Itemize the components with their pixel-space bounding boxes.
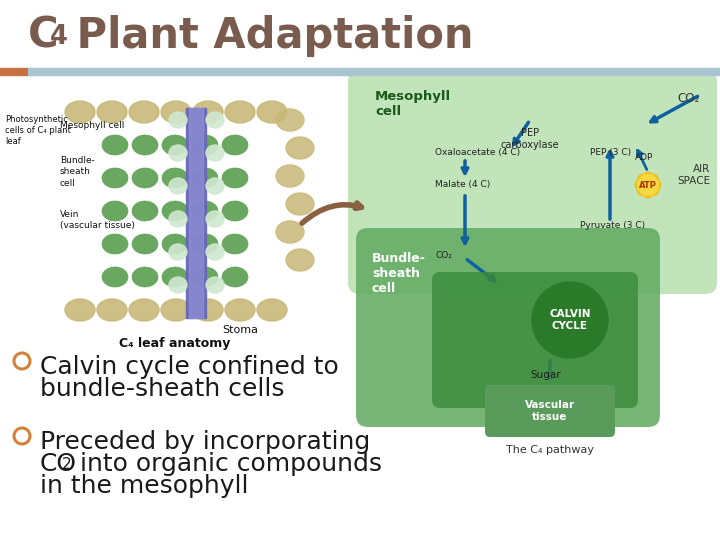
Text: Bundle-
sheath
cell: Bundle- sheath cell [372, 252, 426, 295]
Text: AIR
SPACE: AIR SPACE [677, 164, 710, 186]
Text: Vascular
tissue: Vascular tissue [525, 400, 575, 422]
Ellipse shape [161, 101, 191, 123]
Ellipse shape [225, 299, 255, 321]
Ellipse shape [193, 101, 223, 123]
Ellipse shape [286, 137, 314, 159]
Text: C: C [28, 15, 58, 57]
Text: The C₄ pathway: The C₄ pathway [506, 445, 594, 455]
Ellipse shape [169, 178, 187, 194]
Ellipse shape [132, 267, 158, 287]
Ellipse shape [132, 234, 158, 254]
Ellipse shape [65, 299, 95, 321]
Ellipse shape [222, 267, 248, 287]
Ellipse shape [286, 193, 314, 215]
Ellipse shape [65, 101, 95, 123]
Ellipse shape [97, 299, 127, 321]
Bar [28, 68, 720, 75]
Ellipse shape [192, 267, 218, 287]
Ellipse shape [222, 168, 248, 188]
Text: CO: CO [40, 452, 77, 476]
Text: Malate (4 C): Malate (4 C) [435, 180, 490, 190]
Ellipse shape [102, 201, 128, 221]
Ellipse shape [162, 168, 188, 188]
Ellipse shape [132, 201, 158, 221]
Ellipse shape [169, 211, 187, 227]
Bar [189, 108, 203, 318]
Bar [5, 78, 335, 345]
Ellipse shape [129, 101, 159, 123]
Text: 2: 2 [62, 457, 72, 472]
Ellipse shape [162, 234, 188, 254]
Ellipse shape [169, 277, 187, 293]
FancyBboxPatch shape [356, 228, 660, 427]
Ellipse shape [161, 299, 191, 321]
Ellipse shape [286, 249, 314, 271]
Ellipse shape [192, 168, 218, 188]
Text: Oxaloacetate (4 C): Oxaloacetate (4 C) [435, 147, 520, 157]
Ellipse shape [257, 299, 287, 321]
FancyBboxPatch shape [432, 272, 638, 408]
Text: Preceded by incorporating: Preceded by incorporating [40, 430, 370, 454]
Text: in the mesophyll: in the mesophyll [40, 474, 248, 498]
Text: ADP: ADP [635, 153, 653, 163]
FancyBboxPatch shape [485, 385, 615, 437]
Ellipse shape [102, 234, 128, 254]
Text: Stoma: Stoma [222, 325, 258, 335]
Text: Vein
(vascular tissue): Vein (vascular tissue) [60, 210, 135, 230]
Text: Calvin cycle confined to: Calvin cycle confined to [40, 355, 338, 379]
Ellipse shape [192, 135, 218, 155]
Ellipse shape [102, 168, 128, 188]
Ellipse shape [169, 112, 187, 128]
Text: Pyruvate (3 C): Pyruvate (3 C) [580, 220, 645, 230]
FancyBboxPatch shape [348, 70, 717, 294]
Text: CO₂: CO₂ [678, 92, 700, 105]
Ellipse shape [162, 267, 188, 287]
Text: Plant Adaptation: Plant Adaptation [62, 15, 474, 57]
Bar [186, 108, 206, 318]
Ellipse shape [206, 211, 224, 227]
Ellipse shape [276, 221, 304, 243]
Ellipse shape [102, 135, 128, 155]
Text: Mesophyll cell: Mesophyll cell [60, 122, 125, 131]
Ellipse shape [192, 234, 218, 254]
Text: PEP (3 C): PEP (3 C) [590, 147, 631, 157]
Ellipse shape [206, 244, 224, 260]
Text: Sugar: Sugar [530, 370, 561, 380]
Circle shape [532, 282, 608, 358]
Ellipse shape [97, 101, 127, 123]
Ellipse shape [129, 299, 159, 321]
Text: CO₂: CO₂ [435, 251, 452, 260]
Text: CALVIN
CYCLE: CALVIN CYCLE [549, 309, 590, 331]
Text: Mesophyll
cell: Mesophyll cell [375, 90, 451, 118]
Ellipse shape [102, 267, 128, 287]
Ellipse shape [257, 101, 287, 123]
Ellipse shape [169, 244, 187, 260]
Ellipse shape [222, 234, 248, 254]
Ellipse shape [222, 135, 248, 155]
Text: PEP
carboxylase: PEP carboxylase [500, 128, 559, 150]
Ellipse shape [222, 201, 248, 221]
Ellipse shape [162, 135, 188, 155]
Ellipse shape [206, 112, 224, 128]
Text: ATP: ATP [639, 180, 657, 190]
Text: Photosynthetic
cells of C₄ plant
leaf: Photosynthetic cells of C₄ plant leaf [5, 115, 71, 146]
Text: bundle-sheath cells: bundle-sheath cells [40, 377, 284, 401]
Text: Bundle-
sheath
cell: Bundle- sheath cell [60, 157, 95, 187]
Ellipse shape [206, 178, 224, 194]
Ellipse shape [276, 165, 304, 187]
Ellipse shape [132, 168, 158, 188]
Ellipse shape [276, 109, 304, 131]
Bar [0, 68, 28, 75]
Text: C₄ leaf anatomy: C₄ leaf anatomy [120, 337, 230, 350]
Ellipse shape [193, 299, 223, 321]
Text: into organic compounds: into organic compounds [72, 452, 382, 476]
Ellipse shape [192, 201, 218, 221]
Ellipse shape [169, 145, 187, 161]
Ellipse shape [206, 277, 224, 293]
Text: 4: 4 [50, 24, 68, 50]
Ellipse shape [206, 145, 224, 161]
Ellipse shape [162, 201, 188, 221]
Ellipse shape [225, 101, 255, 123]
Ellipse shape [132, 135, 158, 155]
